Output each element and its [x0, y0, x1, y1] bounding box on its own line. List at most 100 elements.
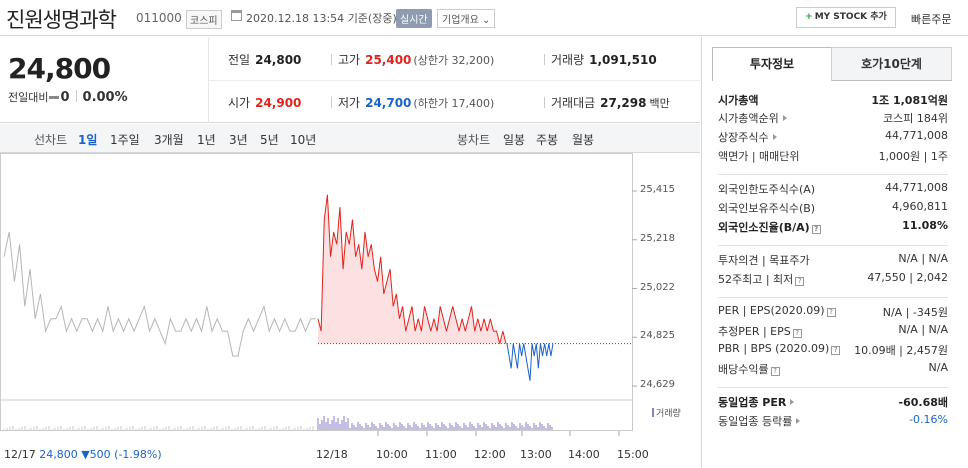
amount-unit: 백만	[649, 97, 670, 110]
today-down-price-line	[506, 343, 554, 381]
invest-row-value: 44,771,008	[885, 129, 948, 142]
footer-price: 24,800	[39, 448, 78, 461]
invest-row-value: N/A | -345원	[882, 306, 948, 319]
y-tick-label: 25,218	[640, 232, 675, 244]
price-chart[interactable]: 25,415 25,218 25,022 24,825 24,629 12/18 10:0…	[0, 153, 700, 468]
divider	[331, 54, 332, 65]
candle-monthly[interactable]: 월봉	[572, 133, 595, 147]
help-icon[interactable]: ?	[770, 367, 780, 376]
quote-datetime: 2020.12.18 13:54 기준(장중)	[246, 10, 397, 26]
footer-pct: (-1.98%)	[114, 448, 162, 461]
volume-label: 거래량	[551, 53, 585, 67]
chevron-down-icon: ⌄	[482, 15, 491, 26]
stock-header: 진원생명과학 011000 코스피 2020.12.18 13:54 기준(장중…	[0, 0, 968, 36]
invest-row-label: 추정PER | EPS?	[718, 323, 802, 339]
invest-row-value: 11.08%	[902, 219, 948, 232]
invest-row-label: 외국인한도주식수(A)	[718, 183, 816, 196]
company-overview-button[interactable]: 기업개요 ⌄	[437, 9, 496, 28]
chevron-right-icon[interactable]	[790, 399, 795, 405]
change-pct: 0.00%	[82, 90, 128, 105]
invest-row: 투자의견 | 목표주가 N/A | N/A	[718, 252, 948, 271]
invest-row-label: PBR | BPS (2020.09)?	[718, 342, 841, 355]
invest-row-label: 배당수익률?	[718, 361, 780, 377]
invest-row: 동일업종 PER -60.68배	[718, 394, 948, 413]
market-badge: 코스피	[186, 10, 222, 29]
period-10years[interactable]: 10년	[290, 133, 317, 147]
help-icon[interactable]: ?	[795, 277, 805, 286]
low-price: 저가 24,700 (하한가 17,400)	[331, 94, 494, 111]
chevron-right-icon[interactable]	[796, 418, 801, 424]
candle-weekly[interactable]: 주봉	[536, 133, 559, 147]
y-tick-label: 25,415	[640, 184, 675, 195]
invest-row: 배당수익률? N/A	[718, 361, 948, 380]
period-3years[interactable]: 3년	[229, 133, 248, 147]
quick-order-button[interactable]: 빠른주문	[911, 13, 952, 26]
prev-close-value: 24,800	[255, 53, 302, 67]
period-1week[interactable]: 1주일	[110, 133, 140, 147]
stock-code: 011000	[136, 11, 182, 25]
invest-row: 외국인소진율(B/A)? 11.08%	[718, 219, 948, 238]
invest-row-label: 액면가 | 매매단위	[718, 150, 800, 163]
x-tick-label: 14:00	[568, 448, 600, 461]
invest-row-value: 4,960,811	[892, 200, 948, 213]
high-price: 고가 25,400 (상한가 32,200)	[331, 51, 494, 68]
current-price: 24,800	[8, 52, 111, 85]
lower-limit: (하한가 17,400)	[413, 97, 495, 110]
footer-change: ▼500	[81, 448, 111, 461]
company-name[interactable]: 진원생명과학	[6, 8, 117, 32]
invest-row-label: 동일업종 PER	[718, 394, 795, 410]
divider	[331, 97, 332, 108]
x-tick-label: 12/18	[316, 448, 348, 461]
divider	[718, 297, 948, 298]
invest-row-value: 44,771,008	[885, 181, 948, 194]
period-1year[interactable]: 1년	[197, 133, 216, 147]
invest-row-value: N/A	[928, 361, 948, 374]
x-tick-label: 10:00	[376, 448, 408, 461]
help-icon[interactable]: ?	[811, 225, 821, 234]
basis-text: 기준(장중)	[347, 12, 397, 25]
help-icon[interactable]: ?	[831, 346, 841, 355]
invest-row-label: 52주최고 | 최저?	[718, 271, 805, 287]
live-badge[interactable]: 실시간	[396, 9, 432, 28]
period-5years[interactable]: 5년	[260, 133, 279, 147]
open-price: 시가 24,900	[228, 94, 301, 111]
high-label: 고가	[338, 53, 361, 67]
overview-label: 기업개요	[442, 15, 479, 26]
candle-chart-label: 봉차트	[457, 133, 491, 147]
invest-row: 52주최고 | 최저? 47,550 | 2,042	[718, 271, 948, 290]
chevron-right-icon[interactable]	[772, 134, 777, 140]
invest-row-label: 외국인보유주식수(B)	[718, 202, 816, 215]
open-label: 시가	[228, 96, 251, 110]
invest-row-value: 코스피 184위	[883, 112, 948, 125]
footer-date: 12/17	[4, 448, 36, 461]
upper-limit: (상한가 32,200)	[413, 54, 495, 67]
period-1day[interactable]: 1일	[78, 133, 98, 147]
tab-investment-info[interactable]: 투자정보	[712, 47, 832, 81]
period-3months[interactable]: 3개월	[154, 133, 184, 147]
divider	[718, 245, 948, 246]
divider	[544, 97, 545, 108]
divider	[832, 80, 952, 81]
flat-dash-icon	[49, 96, 60, 99]
x-tick-label: 11:00	[425, 448, 457, 461]
invest-row: 외국인한도주식수(A) 44,771,008	[718, 181, 948, 200]
invest-row: 외국인보유주식수(B) 4,960,811	[718, 200, 948, 219]
y-tick-label: 25,022	[640, 281, 675, 293]
help-icon[interactable]: ?	[826, 308, 836, 317]
trade-amount: 거래대금 27,298 백만	[544, 94, 670, 111]
help-icon[interactable]: ?	[792, 329, 802, 338]
divider	[718, 174, 948, 175]
invest-row: PER | EPS(2020.09)? N/A | -345원	[718, 304, 948, 323]
open-value: 24,900	[255, 96, 302, 110]
candle-daily[interactable]: 일봉	[503, 133, 526, 147]
invest-row-label: 투자의견 | 목표주가	[718, 254, 810, 267]
x-tick-label: 13:00	[520, 448, 552, 461]
invest-row-label: PER | EPS(2020.09)?	[718, 304, 836, 317]
investment-info-panel: 투자정보 호가10단계 시가총액 1조 1,081억원 시가총액순위 코스피 184위…	[701, 37, 968, 468]
tab-order-book[interactable]: 호가10단계	[831, 47, 952, 81]
add-my-stock-button[interactable]: + MY STOCK 추가	[796, 7, 896, 28]
invest-row-value: 47,550 | 2,042	[867, 271, 948, 284]
invest-row: 액면가 | 매매단위 1,000원 | 1주	[718, 148, 948, 167]
chevron-right-icon[interactable]	[782, 115, 787, 121]
prev-day-summary: 12/17 24,800 ▼500 (-1.98%)	[4, 448, 162, 461]
